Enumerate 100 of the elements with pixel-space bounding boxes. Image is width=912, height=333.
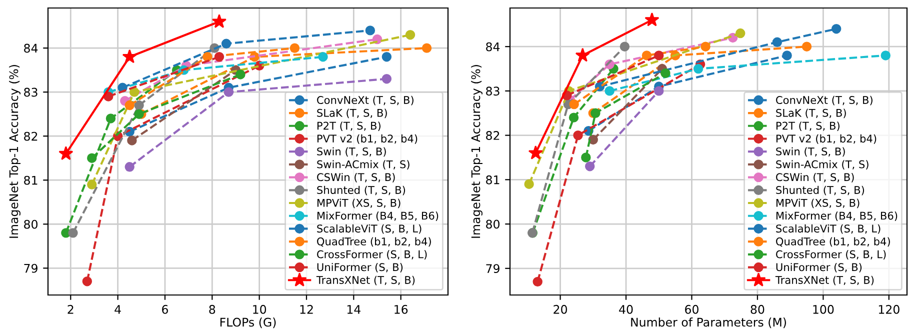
- point: [236, 70, 246, 80]
- point: [524, 179, 534, 189]
- y-tick-label: 84: [24, 44, 38, 53]
- y-axis-title: ImageNet Top-1 Accuracy (%): [471, 65, 482, 238]
- point: [581, 152, 591, 162]
- point: [644, 12, 660, 26]
- x-tick-label: 8: [209, 304, 216, 314]
- point: [214, 52, 224, 62]
- point: [590, 108, 600, 118]
- point: [224, 87, 234, 97]
- point: [532, 276, 542, 287]
- point: [221, 38, 232, 49]
- point: [782, 50, 792, 60]
- x-tick-label: 100: [813, 304, 834, 314]
- point: [134, 109, 144, 119]
- legend-label: Swin (T, S, B): [776, 147, 845, 157]
- point: [87, 153, 97, 163]
- point: [568, 112, 579, 122]
- x-tick-label: 10: [253, 304, 266, 314]
- point: [127, 136, 137, 146]
- point: [68, 228, 78, 238]
- point: [802, 42, 812, 52]
- y-tick-label: 80: [486, 220, 500, 229]
- point: [422, 43, 432, 53]
- point: [772, 37, 782, 48]
- legend-label: MixFormer (B4, B5, B6): [317, 212, 438, 221]
- legend-label: CSWin (T, S, B): [317, 172, 395, 182]
- y-tick-label: 84: [486, 42, 500, 52]
- y-tick-label: 83: [486, 86, 500, 96]
- y-tick-label: 82: [24, 132, 38, 141]
- y-tick-label: 81: [486, 175, 500, 184]
- legend-label: ScalableViT (S, B, L): [317, 224, 422, 234]
- x-tick-label: 60: [685, 304, 698, 314]
- point: [693, 64, 704, 74]
- legend-label: Shunted (T, S, B): [776, 186, 864, 196]
- legend-label: CrossFormer (S, B, L): [317, 250, 427, 260]
- x-axis-title: FLOPs (G): [220, 318, 276, 328]
- point: [642, 50, 652, 60]
- x-tick-label: 2: [68, 304, 74, 314]
- legend-label: TransXNet (T, S, B): [775, 276, 874, 286]
- legend-label: ScalableViT (S, B, L): [776, 224, 880, 234]
- point: [134, 100, 144, 110]
- y-tick-label: 80: [24, 220, 38, 229]
- legend-label: Shunted (T, S, B): [317, 186, 406, 196]
- x-tick-label: 6: [162, 304, 168, 314]
- legend-label: ConvNeXt (T, S, B): [776, 96, 872, 106]
- point: [382, 74, 392, 84]
- point: [604, 86, 614, 96]
- point: [700, 42, 710, 52]
- point: [129, 87, 140, 97]
- x-tick-label: 40: [619, 304, 633, 314]
- point: [124, 100, 134, 110]
- point: [124, 162, 134, 172]
- point: [831, 24, 842, 34]
- point: [736, 28, 746, 38]
- x-tick-label: 4: [114, 305, 121, 314]
- point: [654, 50, 664, 60]
- legend-label: MPViT (XS, S, B): [317, 198, 400, 208]
- point: [382, 52, 392, 62]
- point: [365, 26, 376, 36]
- point: [528, 145, 543, 160]
- legend-label: CSWin (T, S, B): [776, 172, 854, 182]
- legend-label: MPViT (XS, S, B): [776, 198, 860, 208]
- x-axis-title: Number of Parameters (M): [631, 318, 786, 328]
- legend-label: SLaK (T, S, B): [776, 108, 846, 118]
- point: [654, 86, 664, 96]
- legend-label: ConvNeXt (T, S, B): [317, 96, 414, 106]
- point: [122, 49, 137, 64]
- point: [212, 14, 227, 28]
- legend-label: CrossFormer (S, B, L): [776, 250, 886, 260]
- legend-label: P2T (T, S, B): [776, 122, 840, 131]
- x-tick-label: 20: [554, 304, 568, 314]
- x-tick-label: 80: [750, 304, 764, 314]
- legend-label: SLaK (T, S, B): [317, 108, 387, 118]
- legend-label: UniFormer (S, B): [317, 262, 403, 272]
- y-tick-label: 79: [486, 264, 500, 274]
- legend-label: Swin (T, S, B): [317, 147, 386, 157]
- point: [660, 68, 670, 78]
- point: [575, 48, 590, 62]
- x-tick-label: 14: [347, 305, 361, 314]
- legend-label: Swin-ACmix (T, S): [317, 160, 410, 170]
- legend-label: PVT v2 (b1, b2, b4): [776, 134, 876, 144]
- point: [405, 30, 416, 40]
- legend-label: PVT v2 (b1, b2, b4): [317, 134, 418, 144]
- legend-label: QuadTree (b1, b2, b4): [776, 237, 890, 247]
- point: [58, 146, 74, 160]
- legend-label: UniFormer (S, B): [776, 262, 862, 272]
- y-axis-title: ImageNet Top-1 Accuracy (%): [9, 65, 20, 238]
- point: [318, 52, 328, 62]
- y-tick-label: 82: [486, 131, 500, 140]
- legend-label: TransXNet (T, S, B): [316, 276, 415, 286]
- x-tick-label: 16: [394, 304, 408, 314]
- y-tick-label: 79: [24, 264, 38, 273]
- legend-label: Swin-ACmix (T, S): [776, 160, 868, 170]
- legend-label: MixFormer (B4, B5, B6): [776, 212, 898, 221]
- legend-label: P2T (T, S, B): [317, 122, 380, 131]
- point: [569, 99, 579, 110]
- legend-label: QuadTree (b1, b2, b4): [317, 237, 431, 247]
- point: [880, 50, 890, 60]
- point: [290, 43, 300, 53]
